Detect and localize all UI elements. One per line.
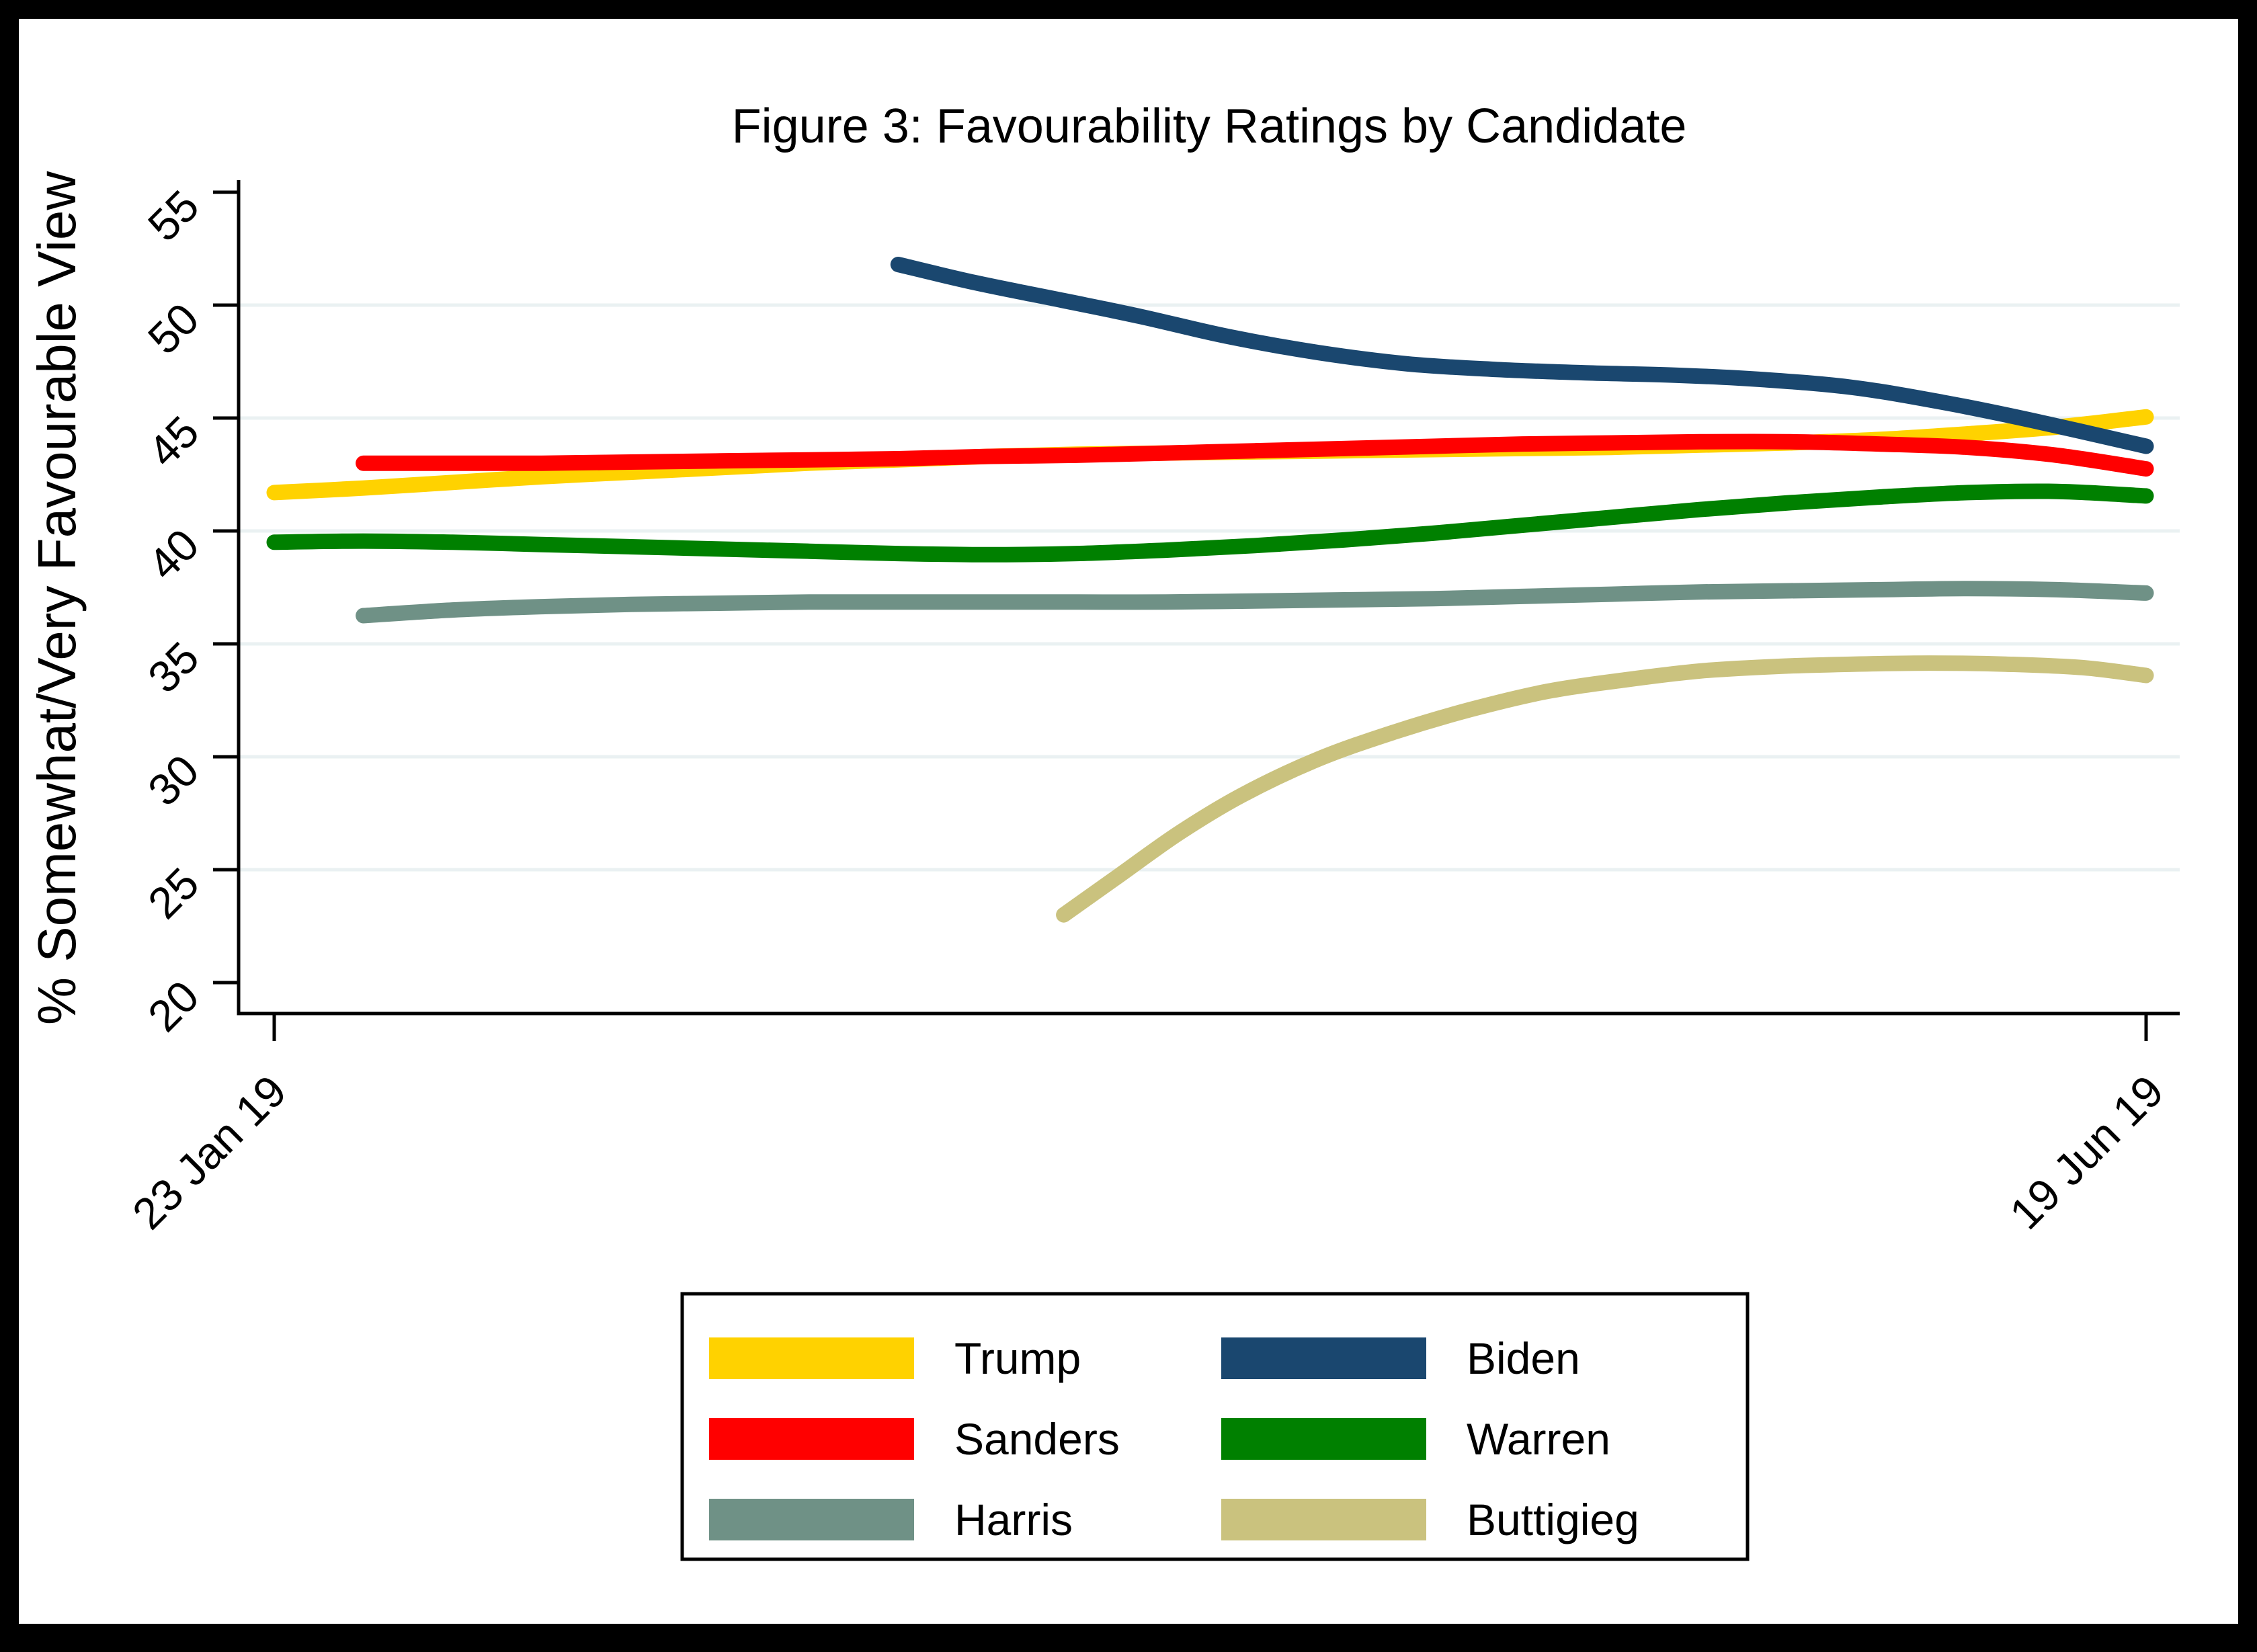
legend-label-buttigieg: Buttigieg — [1467, 1495, 1639, 1544]
series-line-harris — [356, 581, 2154, 624]
series-line-biden — [890, 257, 2154, 454]
legend-label-warren: Warren — [1467, 1414, 1610, 1464]
tick-marks — [213, 190, 2148, 1041]
legend-swatch-warren — [1221, 1418, 1426, 1460]
y-axis-title: % Somewhat/Very Favourable View — [27, 171, 87, 1026]
legend-swatch-biden — [1221, 1337, 1426, 1379]
chart-title: Figure 3: Favourability Ratings by Candi… — [732, 99, 1687, 153]
series-line-sanders — [356, 433, 2154, 477]
legend-label-trump: Trump — [954, 1333, 1081, 1383]
legend-swatch-trump — [709, 1337, 914, 1379]
series-lines — [266, 257, 2154, 923]
legend-label-sanders: Sanders — [954, 1414, 1120, 1464]
legend-label-harris: Harris — [954, 1495, 1073, 1544]
legend-label-biden: Biden — [1467, 1333, 1580, 1383]
series-line-warren — [266, 483, 2154, 563]
gridlines — [239, 303, 2180, 872]
legend-swatch-sanders — [709, 1418, 914, 1460]
legend: Trump Biden Sanders Warren Harris Buttig… — [680, 1292, 1750, 1561]
legend-swatch-harris — [709, 1499, 914, 1540]
series-line-buttigieg — [1056, 655, 2154, 923]
legend-swatch-buttigieg — [1221, 1499, 1426, 1540]
